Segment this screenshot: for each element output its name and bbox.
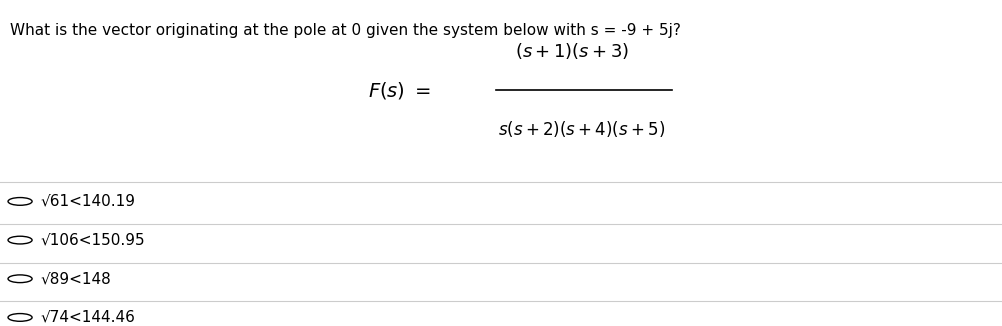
Text: √74<144.46: √74<144.46	[40, 310, 135, 325]
Text: $(s + 1)(s + 3)$: $(s + 1)(s + 3)$	[514, 41, 628, 61]
Text: √89<148: √89<148	[40, 271, 111, 286]
Text: $F(s)$ $=$: $F(s)$ $=$	[368, 80, 431, 101]
Text: √61<140.19: √61<140.19	[40, 194, 135, 209]
Text: What is the vector originating at the pole at 0 given the system below with s = : What is the vector originating at the po…	[10, 22, 680, 37]
Text: $s(s + 2)(s + 4)(s + 5)$: $s(s + 2)(s + 4)(s + 5)$	[498, 119, 664, 139]
Text: √106<150.95: √106<150.95	[40, 232, 144, 247]
